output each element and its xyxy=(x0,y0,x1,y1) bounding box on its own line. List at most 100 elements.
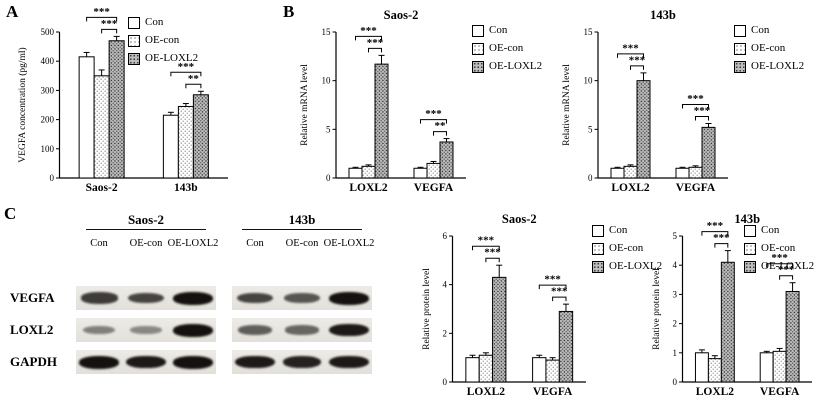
y-axis-title: Relative protein level xyxy=(652,268,662,350)
sig-bracket xyxy=(101,28,118,34)
sig-label: *** xyxy=(93,6,110,18)
bar-OE-con xyxy=(177,105,194,179)
blot-cellline-header-saos2: Saos-2 xyxy=(86,212,206,230)
sig-bracket xyxy=(714,243,729,248)
blot-lane-label: Con xyxy=(246,238,264,249)
y-axis-title: VEGFA concentration (pg/ml) xyxy=(17,47,28,162)
legend-item-oecon: OE-con xyxy=(472,42,542,55)
blot-protein-label-gapdh: GAPDH xyxy=(10,354,57,369)
y-tick-label: 300 xyxy=(41,85,55,95)
blot-band xyxy=(329,323,369,337)
y-tick-label: 2 xyxy=(443,328,448,338)
blot-lane-label: OE-LOXL2 xyxy=(167,238,219,249)
bar-OE-LOXL2 xyxy=(701,126,716,179)
bar-Con xyxy=(675,167,690,179)
legend-label: OE-con xyxy=(751,42,786,54)
bar-OE-LOXL2 xyxy=(492,276,507,383)
sig-label: *** xyxy=(425,108,442,120)
legend-item-con: Con xyxy=(128,16,198,29)
legend-protein-143b: Con OE-con OE-LOXL2 xyxy=(744,224,814,273)
y-tick-label: 0 xyxy=(326,173,331,183)
blot-band xyxy=(235,355,275,369)
bar-OE-con xyxy=(707,358,722,383)
chart-title: 143b xyxy=(734,212,760,226)
y-axis-title: Relative protein level xyxy=(422,268,432,350)
bar-OE-LOXL2 xyxy=(785,290,800,383)
oecon-swatch xyxy=(744,242,756,255)
sig-label: *** xyxy=(771,252,788,264)
blot-band xyxy=(126,355,166,369)
category-label: LOXL2 xyxy=(611,182,650,194)
legend-item-oeloxl2: OE-LOXL2 xyxy=(472,60,542,73)
sig-label: *** xyxy=(551,286,568,298)
sig-bracket xyxy=(86,16,118,22)
blot-band xyxy=(127,292,165,304)
oeloxl2-swatch xyxy=(472,60,484,73)
bar-Con xyxy=(694,352,709,383)
legend-mrna-143b: Con OE-con OE-LOXL2 xyxy=(734,24,804,73)
sig-label: *** xyxy=(629,54,646,66)
legend-item-oeloxl2: OE-LOXL2 xyxy=(592,260,662,273)
blot-band xyxy=(130,325,162,335)
legend-label: OE-con xyxy=(761,242,796,254)
sig-bracket xyxy=(766,263,794,268)
oeloxl2-swatch xyxy=(744,260,756,273)
bar-OE-con xyxy=(93,75,110,179)
y-tick-label: 100 xyxy=(41,144,55,154)
legend-panel-a: Con OE-con OE-LOXL2 xyxy=(128,16,198,65)
y-tick-label: 10 xyxy=(584,76,594,86)
sig-label: *** xyxy=(713,232,730,244)
blot-strip-vegfa-143b xyxy=(232,286,372,310)
category-label: LOXL2 xyxy=(349,182,388,194)
legend-item-con: Con xyxy=(744,224,814,237)
sig-bracket xyxy=(185,83,202,89)
y-tick-label: 0 xyxy=(50,173,55,183)
oecon-swatch xyxy=(472,42,484,55)
blot-lane-label: OE-LOXL2 xyxy=(323,238,375,249)
panel-label-c: C xyxy=(4,204,17,223)
legend-protein-saos2: Con OE-con OE-LOXL2 xyxy=(592,224,662,273)
con-swatch xyxy=(744,224,756,237)
legend-label: Con xyxy=(609,224,628,236)
blot-strip-loxl2-saos2 xyxy=(76,318,216,342)
blot-band xyxy=(237,325,273,335)
sig-label: *** xyxy=(687,93,704,105)
bar-Con xyxy=(610,167,625,179)
sig-label: ** xyxy=(435,120,447,132)
category-label: LOXL2 xyxy=(696,386,735,398)
legend-item-oecon: OE-con xyxy=(128,34,198,47)
sig-bracket xyxy=(552,296,567,302)
sig-label: *** xyxy=(367,37,384,49)
bar-Con xyxy=(348,167,363,179)
blot-strip-gapdh-143b xyxy=(232,350,372,374)
legend-label: Con xyxy=(145,16,164,28)
blot-band xyxy=(285,325,319,335)
blot-band xyxy=(82,325,116,335)
chart-vegfa-elisa: 0 100 200 300 400 500 VEGFA concentration (pg/… xyxy=(17,6,228,194)
blot-band xyxy=(79,355,119,369)
y-tick-label: 0 xyxy=(588,173,593,183)
chart-mrna-143b: 0 5 10 15 Relative mRNA level 143b LOXL2 VEGFA *… xyxy=(562,8,728,194)
category-label: VEGFA xyxy=(760,386,800,398)
bar-OE-con xyxy=(426,162,441,179)
blot-strip-vegfa-saos2 xyxy=(76,286,216,310)
sig-label: *** xyxy=(694,105,711,117)
blot-band xyxy=(284,292,320,304)
legend-item-oecon: OE-con xyxy=(734,42,804,55)
y-tick-label: 5 xyxy=(326,124,331,134)
sig-bracket xyxy=(538,284,567,290)
sig-label: ** xyxy=(188,73,200,85)
y-tick-label: 4 xyxy=(673,260,678,270)
blot-band xyxy=(329,291,369,305)
legend-item-con: Con xyxy=(734,24,804,37)
legend-item-con: Con xyxy=(592,224,662,237)
y-tick-label: 5 xyxy=(588,124,593,134)
con-swatch xyxy=(592,224,604,237)
bar-Con xyxy=(759,352,774,383)
sig-bracket xyxy=(617,53,644,58)
sig-label: *** xyxy=(478,235,495,247)
sig-label: *** xyxy=(622,42,639,54)
chart-title: 143b xyxy=(650,8,676,22)
legend-label: OE-con xyxy=(145,34,180,46)
